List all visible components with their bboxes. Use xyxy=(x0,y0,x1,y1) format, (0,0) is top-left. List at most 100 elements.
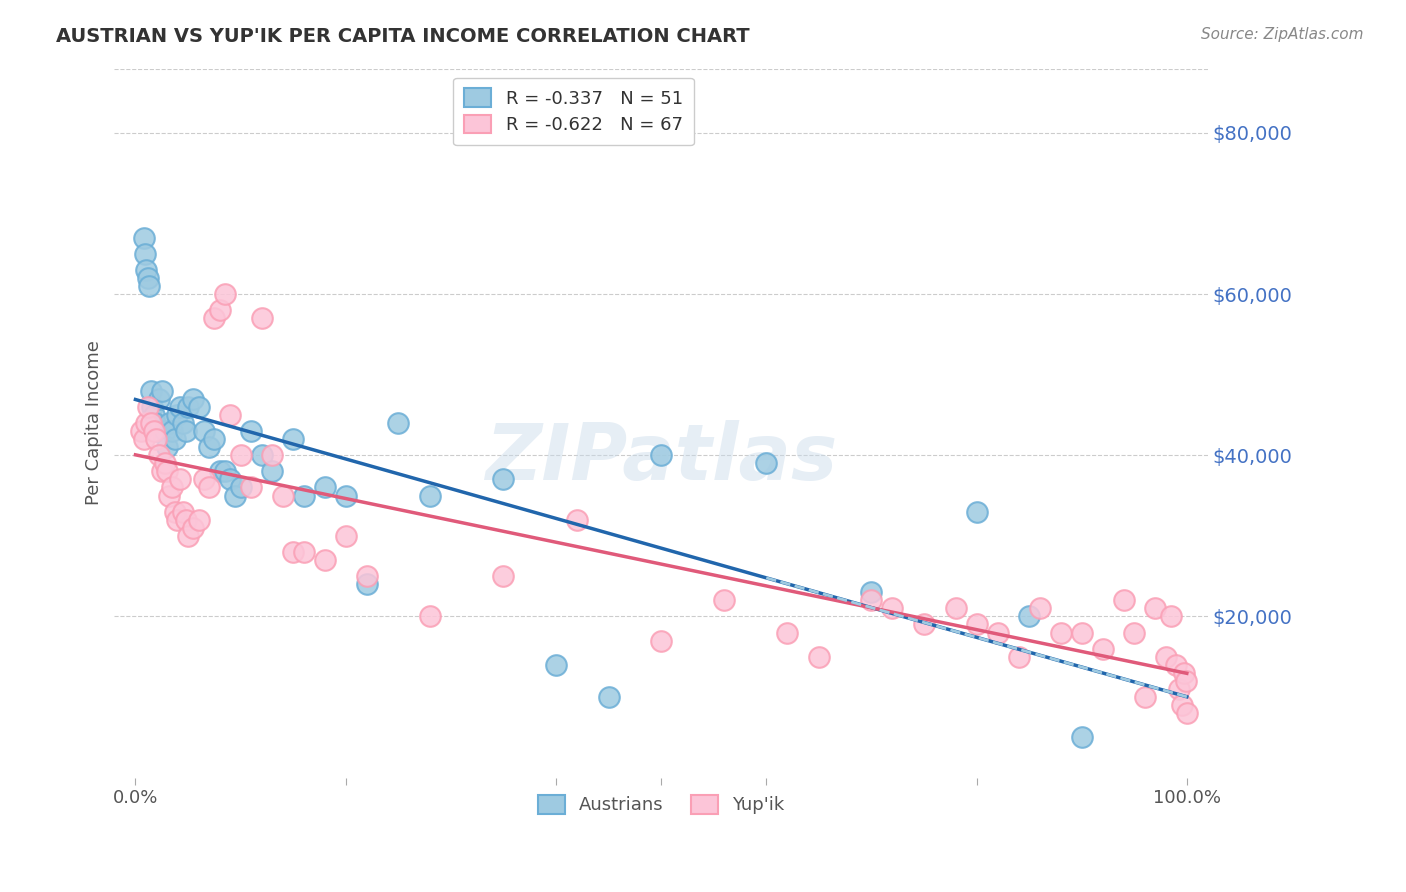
Point xyxy=(966,617,988,632)
Point xyxy=(1028,601,1050,615)
Point xyxy=(335,489,357,503)
Point xyxy=(1070,625,1092,640)
Point xyxy=(240,481,263,495)
Point xyxy=(135,263,157,277)
Point xyxy=(250,311,273,326)
Point xyxy=(281,545,304,559)
Point xyxy=(860,593,883,607)
Point xyxy=(208,464,231,478)
Point xyxy=(156,440,179,454)
Point xyxy=(650,448,672,462)
Point xyxy=(174,513,197,527)
Point xyxy=(198,481,221,495)
Point xyxy=(153,456,176,470)
Point xyxy=(177,400,200,414)
Point xyxy=(882,601,904,615)
Point xyxy=(166,513,188,527)
Point xyxy=(565,513,588,527)
Point xyxy=(166,408,188,422)
Point xyxy=(202,432,225,446)
Point xyxy=(134,247,156,261)
Point xyxy=(219,408,242,422)
Point xyxy=(987,625,1010,640)
Point xyxy=(807,649,830,664)
Point xyxy=(162,481,184,495)
Point xyxy=(492,569,515,583)
Point xyxy=(132,432,155,446)
Point xyxy=(755,456,778,470)
Point xyxy=(165,505,187,519)
Text: ZIPatlas: ZIPatlas xyxy=(485,420,837,497)
Point xyxy=(1174,673,1197,688)
Point xyxy=(966,505,988,519)
Point xyxy=(145,424,167,438)
Point xyxy=(138,279,160,293)
Point xyxy=(141,416,163,430)
Point xyxy=(271,489,294,503)
Point xyxy=(143,408,166,422)
Point xyxy=(262,448,284,462)
Point xyxy=(945,601,967,615)
Point xyxy=(250,448,273,462)
Point xyxy=(240,424,263,438)
Point xyxy=(187,400,209,414)
Point xyxy=(156,464,179,478)
Point xyxy=(912,617,935,632)
Point xyxy=(419,609,441,624)
Point xyxy=(145,432,167,446)
Point xyxy=(1173,665,1195,680)
Point xyxy=(169,400,191,414)
Point xyxy=(860,585,883,599)
Point xyxy=(544,657,567,672)
Point xyxy=(224,489,246,503)
Point xyxy=(157,416,180,430)
Point xyxy=(143,424,166,438)
Point xyxy=(148,392,170,406)
Point xyxy=(1049,625,1071,640)
Point xyxy=(193,424,215,438)
Point xyxy=(181,392,204,406)
Point xyxy=(356,569,378,583)
Point xyxy=(598,690,620,704)
Point xyxy=(1160,609,1182,624)
Point xyxy=(129,424,152,438)
Point xyxy=(132,231,155,245)
Point xyxy=(145,416,167,430)
Point xyxy=(219,472,242,486)
Y-axis label: Per Capita Income: Per Capita Income xyxy=(86,341,103,506)
Point xyxy=(492,472,515,486)
Point xyxy=(1168,681,1191,696)
Point xyxy=(136,400,159,414)
Point xyxy=(419,489,441,503)
Point xyxy=(214,464,236,478)
Point xyxy=(148,448,170,462)
Point xyxy=(1175,706,1198,720)
Point xyxy=(776,625,799,640)
Point xyxy=(281,432,304,446)
Point xyxy=(314,481,336,495)
Point xyxy=(202,311,225,326)
Point xyxy=(1070,731,1092,745)
Point xyxy=(157,489,180,503)
Point xyxy=(314,553,336,567)
Point xyxy=(172,416,194,430)
Point xyxy=(150,464,173,478)
Point xyxy=(181,521,204,535)
Legend: Austrians, Yup'ik: Austrians, Yup'ik xyxy=(527,784,796,825)
Point xyxy=(229,448,252,462)
Point xyxy=(387,416,409,430)
Point xyxy=(187,513,209,527)
Point xyxy=(141,384,163,398)
Point xyxy=(169,472,191,486)
Point xyxy=(292,545,315,559)
Point xyxy=(1112,593,1135,607)
Text: Source: ZipAtlas.com: Source: ZipAtlas.com xyxy=(1201,27,1364,42)
Point xyxy=(153,424,176,438)
Point xyxy=(1007,649,1029,664)
Point xyxy=(198,440,221,454)
Point xyxy=(1123,625,1146,640)
Point xyxy=(335,529,357,543)
Point xyxy=(141,400,163,414)
Point xyxy=(172,505,194,519)
Text: AUSTRIAN VS YUP'IK PER CAPITA INCOME CORRELATION CHART: AUSTRIAN VS YUP'IK PER CAPITA INCOME COR… xyxy=(56,27,749,45)
